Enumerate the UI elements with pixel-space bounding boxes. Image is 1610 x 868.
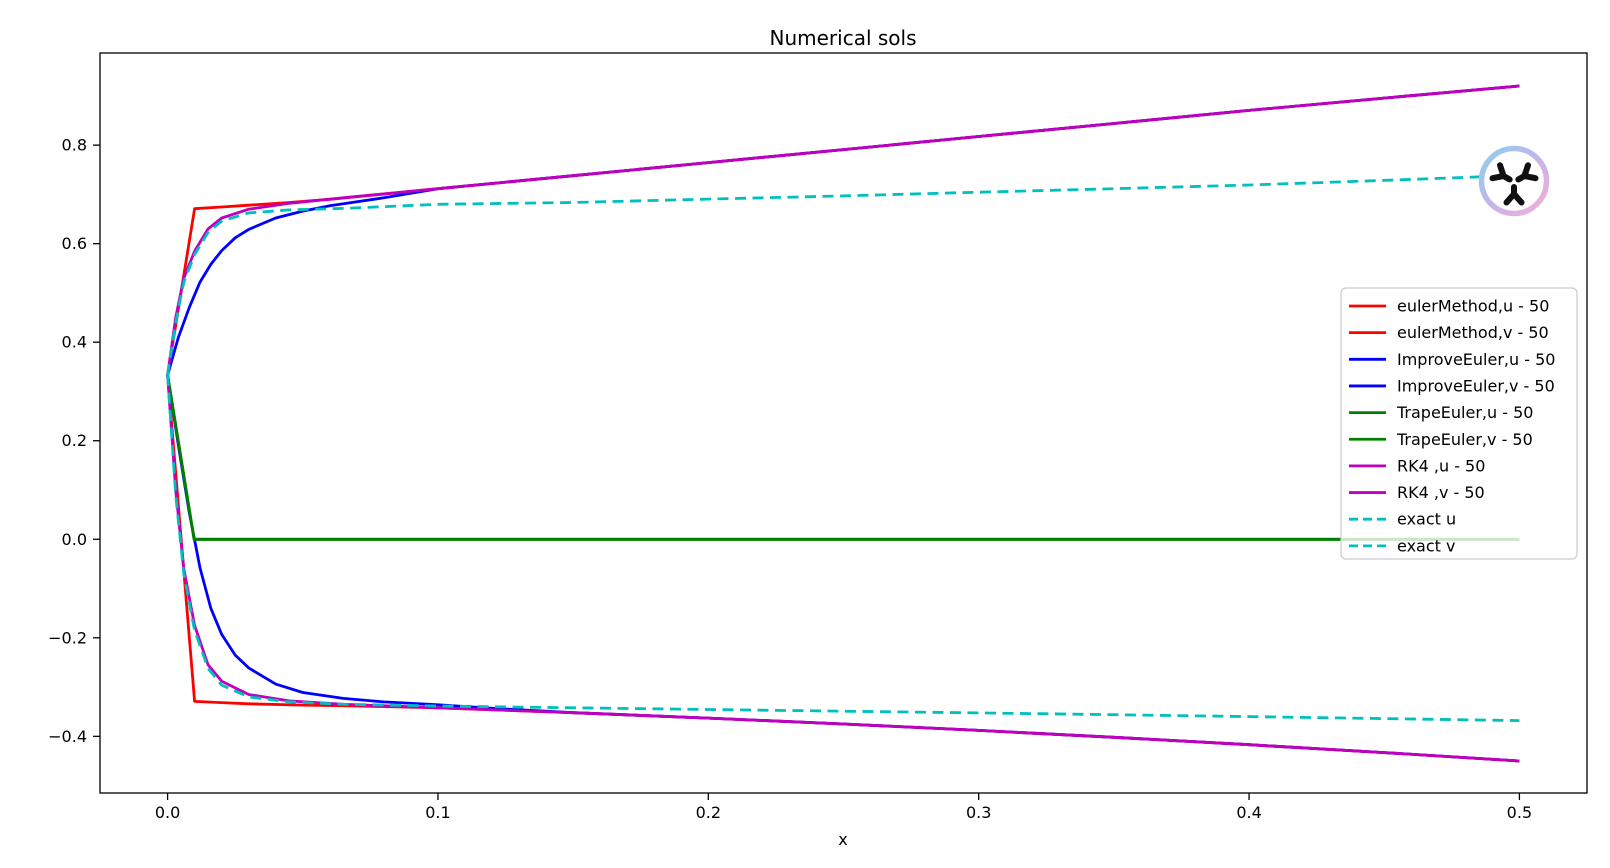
legend-entry: exact v — [1349, 536, 1455, 555]
trefoil-logo-icon — [1478, 145, 1550, 217]
legend-entry: RK4 ,v - 50 — [1349, 483, 1485, 502]
legend-label: RK4 ,u - 50 — [1397, 456, 1485, 475]
series-improveeuler-u-50 — [166, 84, 1520, 376]
y-tick-label: −0.4 — [48, 727, 87, 746]
x-tick-label: 0.5 — [1507, 803, 1532, 822]
series-exact-u — [166, 174, 1520, 376]
legend-entry: TrapeEuler,v - 50 — [1349, 430, 1533, 449]
y-axis-ticks: 0.8 0.6 0.4 0.2 0.0 −0.2 −0.4 — [48, 136, 100, 746]
logo-badge — [1477, 144, 1551, 218]
legend-entry: TrapeEuler,u - 50 — [1349, 403, 1533, 422]
y-tick-label: 0.6 — [62, 234, 87, 253]
legend-label: exact u — [1397, 510, 1456, 529]
y-tick-label: 0.4 — [62, 333, 87, 352]
legend-label: ImproveEuler,v - 50 — [1397, 376, 1555, 395]
y-tick-label: −0.2 — [48, 628, 87, 647]
legend: eulerMethod,u - 50 eulerMethod,v - 50 Impr… — [1340, 287, 1578, 560]
x-tick-label: 0.4 — [1236, 803, 1261, 822]
series-eulermethod-v-50 — [166, 374, 1520, 763]
legend-entry: RK4 ,u - 50 — [1349, 456, 1485, 475]
y-tick-label: 0.0 — [62, 530, 87, 549]
series-exact-v — [166, 375, 1520, 722]
legend-entry: ImproveEuler,u - 50 — [1349, 350, 1555, 369]
legend-label: RK4 ,v - 50 — [1397, 483, 1485, 502]
series-eulermethod-u-50 — [166, 84, 1520, 376]
x-axis-ticks: 0.0 0.1 0.2 0.3 0.4 0.5 — [155, 793, 1532, 822]
x-tick-label: 0.0 — [155, 803, 180, 822]
x-tick-label: 0.3 — [966, 803, 991, 822]
legend-label: eulerMethod,u - 50 — [1397, 297, 1549, 316]
series-trapeeuler-u-50 — [166, 374, 1520, 541]
series-trapeeuler-v-50 — [166, 374, 1520, 541]
plot-border — [99, 52, 1588, 794]
series-rk4-v-50 — [166, 375, 1520, 763]
legend-box — [1340, 287, 1578, 560]
y-tick-label: 0.8 — [62, 136, 87, 155]
legend-label: ImproveEuler,u - 50 — [1397, 350, 1555, 369]
series-improveeuler-v-50 — [166, 374, 1520, 763]
legend-entry: eulerMethod,v - 50 — [1349, 323, 1549, 342]
chart-title: Numerical sols — [769, 26, 917, 50]
x-tick-label: 0.2 — [696, 803, 721, 822]
legend-entry: ImproveEuler,v - 50 — [1349, 376, 1555, 395]
y-tick-label: 0.2 — [62, 431, 87, 450]
legend-label: exact v — [1397, 536, 1455, 555]
legend-entry: eulerMethod,u - 50 — [1349, 297, 1549, 316]
series-rk4-u-50 — [166, 84, 1520, 376]
x-tick-label: 0.1 — [425, 803, 450, 822]
legend-label: TrapeEuler,u - 50 — [1396, 403, 1533, 422]
legend-label: TrapeEuler,v - 50 — [1396, 430, 1533, 449]
legend-entry: exact u — [1349, 510, 1456, 529]
x-axis-label: x — [838, 830, 848, 849]
legend-label: eulerMethod,v - 50 — [1397, 323, 1549, 342]
